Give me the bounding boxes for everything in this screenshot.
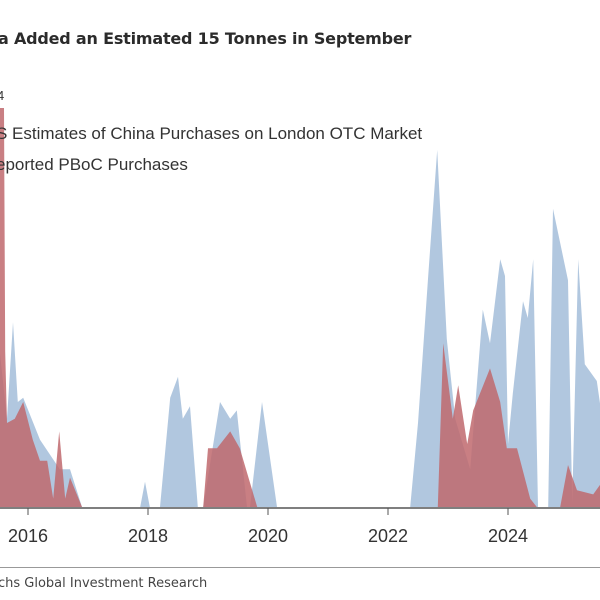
x-tick-label: 2024 <box>488 526 528 546</box>
x-axis-ticks: 2016 2018 2020 2022 2024 <box>8 508 528 546</box>
legend-item-pboc-purchases: eported PBoC Purchases <box>0 155 188 174</box>
footer-divider <box>0 567 600 568</box>
series-area-pboc-purchases <box>0 108 600 507</box>
series-areas <box>0 108 600 507</box>
chart-title: a Added an Estimated 15 Tonnes in Septem… <box>0 29 412 48</box>
x-tick-label: 2022 <box>368 526 408 546</box>
x-tick-label: 2016 <box>8 526 48 546</box>
source-note: chs Global Investment Research <box>0 576 208 591</box>
x-tick-label: 2020 <box>248 526 288 546</box>
area-chart: 2016 2018 2020 2022 2024 <box>0 108 600 546</box>
subtitle-fragment: 4 <box>0 88 5 103</box>
x-tick-label: 2018 <box>128 526 168 546</box>
legend-item-otc-estimates: S Estimates of China Purchases on London… <box>0 124 423 143</box>
